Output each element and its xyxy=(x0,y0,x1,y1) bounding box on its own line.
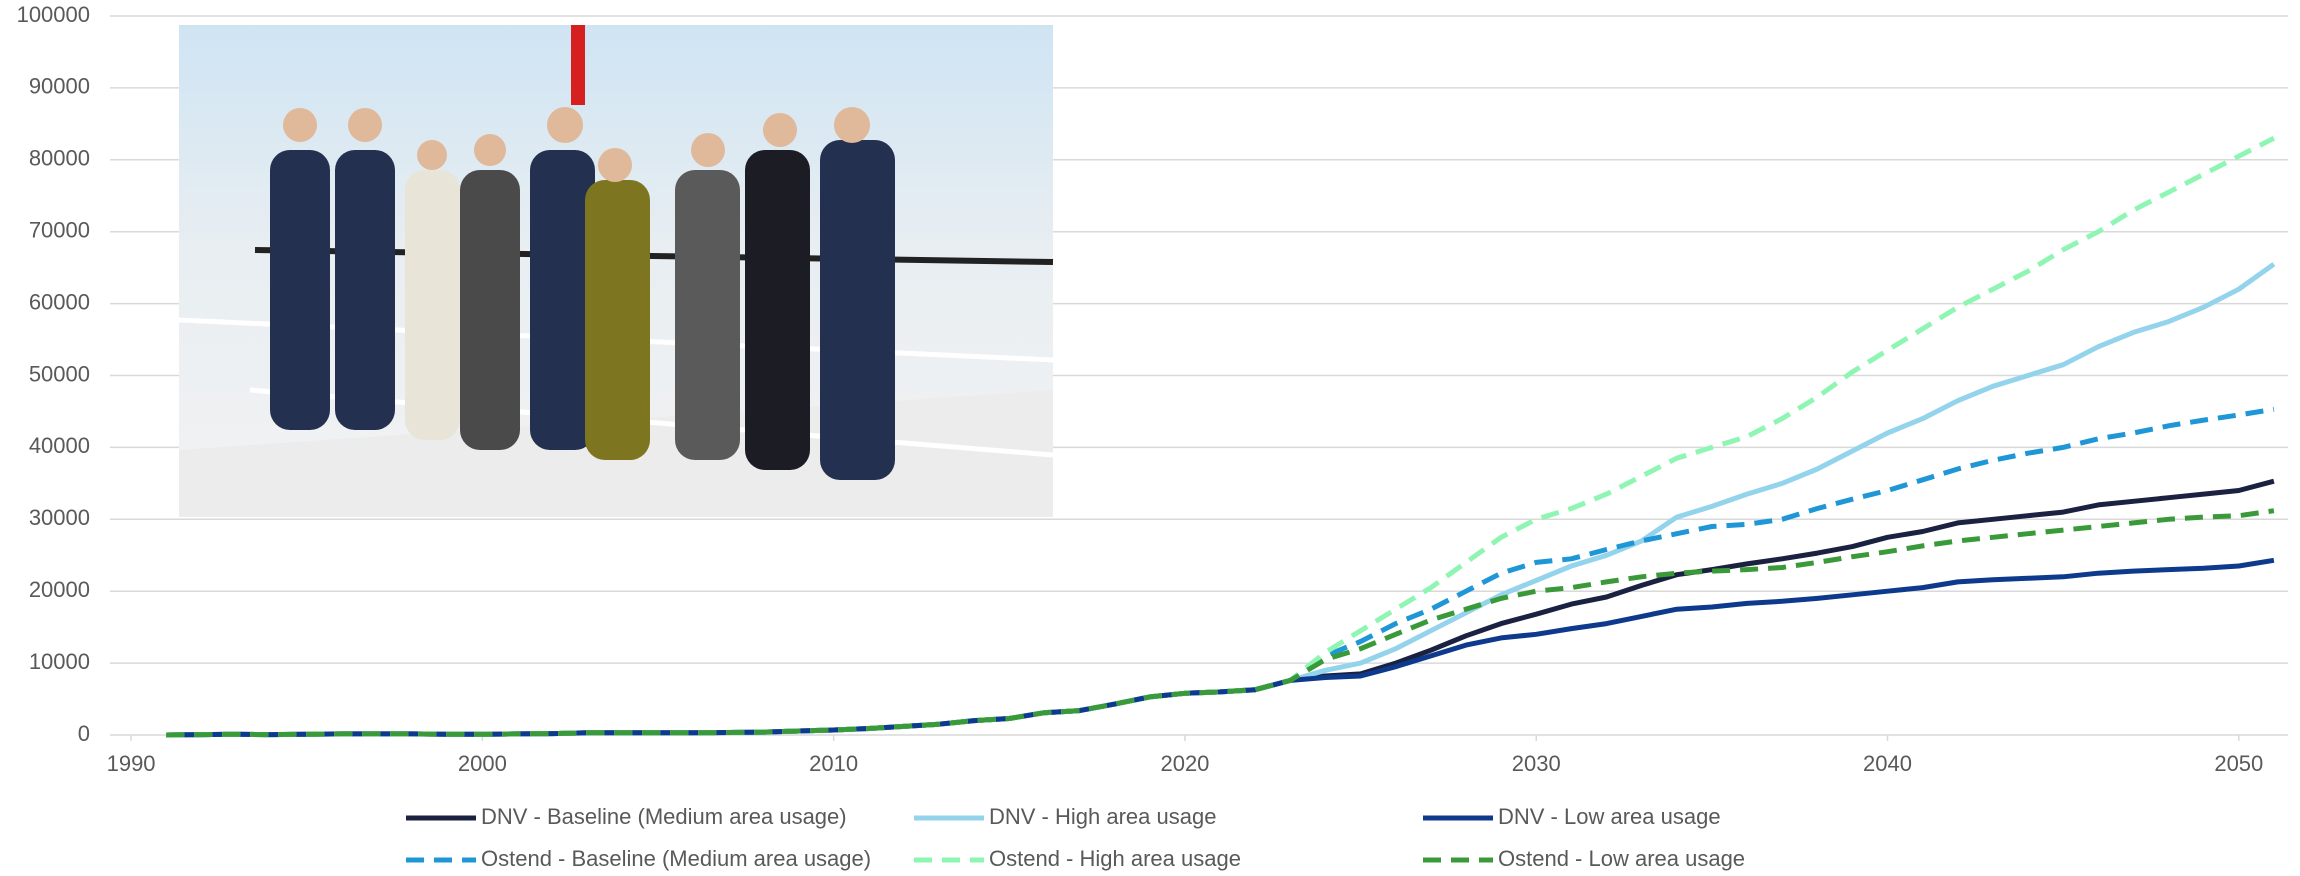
series-line xyxy=(166,508,2275,738)
x-tick-label: 2010 xyxy=(809,751,858,776)
y-tick-label: 40000 xyxy=(29,433,90,458)
legend: DNV - Baseline (Medium area usage) DNV - … xyxy=(406,804,1745,871)
lines xyxy=(166,135,2276,738)
x-tick-label: 2000 xyxy=(458,751,507,776)
y-tick-label: 50000 xyxy=(29,361,90,386)
x-tick-label: 2040 xyxy=(1863,751,1912,776)
y-tick-label: 80000 xyxy=(29,146,90,171)
photo xyxy=(178,25,1054,517)
legend-label: Ostend - Low area usage xyxy=(1498,846,1745,871)
y-tick-label: 90000 xyxy=(29,74,90,99)
y-tick-label: 10000 xyxy=(29,649,90,674)
y-tick-label: 100000 xyxy=(17,2,90,27)
x-tick-label: 2050 xyxy=(2214,751,2263,776)
legend-label: DNV - High area usage xyxy=(989,804,1216,829)
legend-label: DNV - Baseline (Medium area usage) xyxy=(481,804,847,829)
x-tick-label: 2020 xyxy=(1160,751,1209,776)
y-tick-label: 70000 xyxy=(29,218,90,243)
y-tick-label: 60000 xyxy=(29,289,90,314)
x-tick-label: 2030 xyxy=(1512,751,1561,776)
y-tick-label: 30000 xyxy=(29,505,90,530)
x-tick-label: 1990 xyxy=(107,751,156,776)
y-tick-label: 0 xyxy=(78,721,90,746)
legend-label: Ostend - High area usage xyxy=(989,846,1241,871)
y-tick-label: 20000 xyxy=(29,577,90,602)
series-line xyxy=(166,557,2275,738)
legend-label: DNV - Low area usage xyxy=(1498,804,1721,829)
legend-label: Ostend - Baseline (Medium area usage) xyxy=(481,846,871,871)
